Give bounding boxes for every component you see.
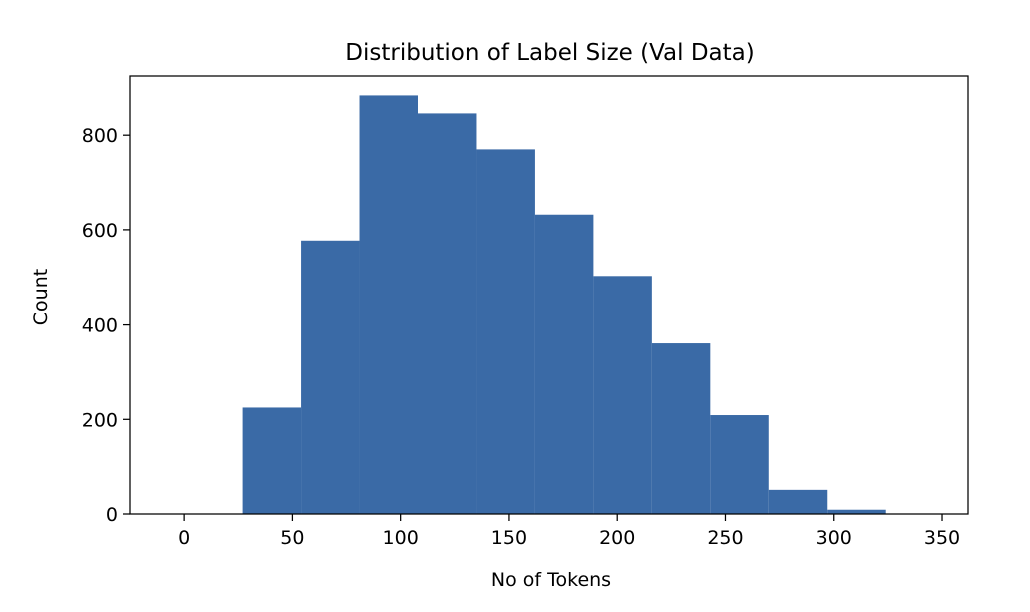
bars-layer xyxy=(242,95,945,515)
x-tick-label: 100 xyxy=(383,527,419,549)
histogram-bar-4 xyxy=(417,113,477,515)
y-tick-label: 400 xyxy=(82,315,118,337)
x-tick-label: 200 xyxy=(599,527,635,549)
histogram-bar-9 xyxy=(710,415,769,514)
y-tick-label: 0 xyxy=(106,504,118,526)
histogram-bar-3 xyxy=(359,95,418,514)
y-tick-label: 200 xyxy=(82,409,118,431)
x-tick-label: 150 xyxy=(491,527,527,549)
x-tick-label: 350 xyxy=(924,527,960,549)
x-tick-label: 50 xyxy=(280,527,304,549)
histogram-bar-7 xyxy=(593,276,652,514)
histogram-bar-5 xyxy=(476,149,535,514)
histogram-bar-1 xyxy=(242,407,302,514)
plot-frame xyxy=(129,75,969,515)
x-tick-label: 300 xyxy=(816,527,852,549)
y-axis-ticks: 0 200 400 600 800 xyxy=(82,125,130,526)
histogram-bar-10 xyxy=(768,489,828,514)
histogram-bar-2 xyxy=(301,240,360,514)
x-axis-ticks: 0 50 100 150 200 250 300 350 xyxy=(178,514,960,549)
y-axis-label: Count xyxy=(30,269,52,325)
x-tick-label: 250 xyxy=(707,527,743,549)
histogram-bar-11 xyxy=(827,509,886,514)
x-tick-label: 0 xyxy=(178,527,190,549)
y-tick-label: 600 xyxy=(82,220,118,242)
histogram-bar-8 xyxy=(651,343,711,514)
chart-title: Distribution of Label Size (Val Data) xyxy=(345,40,754,66)
histogram-bar-6 xyxy=(534,214,594,515)
x-axis-label: No of Tokens xyxy=(491,569,611,591)
y-tick-label: 800 xyxy=(82,125,118,147)
